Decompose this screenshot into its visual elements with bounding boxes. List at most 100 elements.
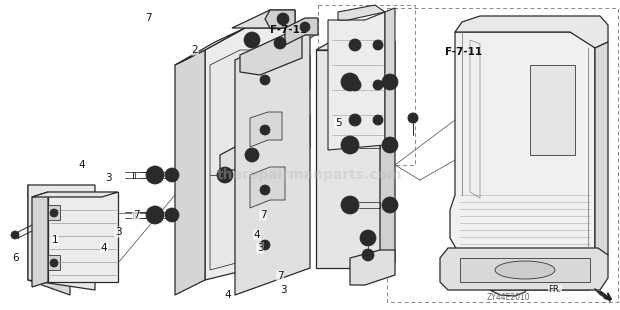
Text: 7: 7 — [133, 210, 140, 220]
Polygon shape — [285, 18, 318, 45]
Circle shape — [169, 171, 175, 179]
Polygon shape — [595, 42, 608, 265]
Circle shape — [277, 13, 289, 25]
Circle shape — [260, 185, 270, 195]
Ellipse shape — [495, 261, 555, 279]
Text: 4: 4 — [254, 230, 260, 240]
Polygon shape — [220, 140, 265, 170]
Circle shape — [260, 125, 270, 135]
Polygon shape — [235, 32, 310, 295]
Polygon shape — [316, 42, 395, 50]
Circle shape — [362, 249, 374, 261]
Circle shape — [365, 234, 371, 241]
Circle shape — [373, 115, 383, 125]
Polygon shape — [530, 65, 575, 155]
Circle shape — [386, 202, 394, 209]
Text: 4: 4 — [100, 243, 107, 253]
Polygon shape — [440, 248, 608, 290]
Circle shape — [169, 211, 175, 219]
Polygon shape — [175, 50, 205, 295]
Circle shape — [165, 168, 179, 182]
Polygon shape — [28, 185, 95, 290]
Circle shape — [373, 40, 383, 50]
Circle shape — [280, 16, 286, 22]
Circle shape — [50, 259, 58, 267]
Circle shape — [352, 82, 358, 88]
Circle shape — [248, 36, 256, 44]
Text: 5: 5 — [335, 118, 342, 128]
Circle shape — [260, 240, 270, 250]
Circle shape — [50, 209, 58, 217]
Circle shape — [346, 201, 354, 209]
Circle shape — [386, 141, 394, 148]
Circle shape — [146, 166, 164, 184]
Circle shape — [376, 42, 381, 47]
Polygon shape — [175, 28, 245, 65]
Text: F-7-11: F-7-11 — [270, 25, 307, 35]
Circle shape — [352, 117, 358, 123]
Polygon shape — [350, 250, 395, 285]
Polygon shape — [32, 192, 48, 287]
Text: 3: 3 — [257, 243, 264, 253]
Circle shape — [245, 148, 259, 162]
Circle shape — [274, 37, 286, 49]
Text: 3: 3 — [280, 285, 286, 295]
Circle shape — [165, 208, 179, 222]
Circle shape — [262, 188, 267, 193]
Circle shape — [217, 167, 233, 183]
Circle shape — [341, 196, 359, 214]
Polygon shape — [250, 112, 282, 147]
Polygon shape — [460, 258, 590, 282]
Polygon shape — [455, 16, 608, 48]
Polygon shape — [48, 192, 118, 282]
Polygon shape — [328, 12, 385, 150]
Polygon shape — [205, 28, 310, 280]
Text: 3: 3 — [105, 173, 112, 183]
Circle shape — [262, 242, 267, 247]
Polygon shape — [298, 22, 315, 41]
Circle shape — [386, 78, 394, 86]
Text: 3: 3 — [115, 227, 122, 237]
Circle shape — [349, 39, 361, 51]
Circle shape — [408, 113, 418, 123]
Circle shape — [346, 141, 354, 149]
Text: 6: 6 — [12, 253, 19, 263]
Circle shape — [346, 78, 354, 86]
Polygon shape — [380, 42, 395, 268]
Circle shape — [349, 114, 361, 126]
Polygon shape — [250, 167, 285, 208]
Circle shape — [382, 74, 398, 90]
Polygon shape — [450, 32, 595, 296]
Circle shape — [366, 253, 371, 258]
Circle shape — [376, 117, 381, 122]
Circle shape — [244, 32, 260, 48]
Circle shape — [360, 230, 376, 246]
Circle shape — [349, 79, 361, 91]
Polygon shape — [265, 10, 295, 28]
Polygon shape — [338, 5, 385, 20]
Circle shape — [341, 136, 359, 154]
Polygon shape — [240, 32, 302, 75]
Polygon shape — [459, 65, 467, 78]
Polygon shape — [210, 50, 285, 270]
Text: FR.: FR. — [549, 286, 562, 294]
Polygon shape — [48, 205, 60, 220]
Text: ZY44E2010: ZY44E2010 — [487, 294, 531, 303]
Circle shape — [11, 231, 19, 239]
Circle shape — [221, 171, 229, 179]
Circle shape — [382, 197, 398, 213]
Text: 7: 7 — [260, 210, 267, 220]
Circle shape — [352, 42, 358, 48]
Polygon shape — [316, 50, 380, 268]
Polygon shape — [232, 10, 295, 28]
Circle shape — [376, 82, 381, 87]
Circle shape — [341, 73, 359, 91]
Text: 7: 7 — [277, 271, 283, 281]
Circle shape — [382, 137, 398, 153]
Polygon shape — [385, 8, 395, 145]
Circle shape — [262, 78, 267, 82]
Text: 4: 4 — [79, 160, 86, 170]
Circle shape — [260, 75, 270, 85]
Polygon shape — [48, 255, 60, 270]
Text: F-7-11: F-7-11 — [445, 47, 482, 57]
